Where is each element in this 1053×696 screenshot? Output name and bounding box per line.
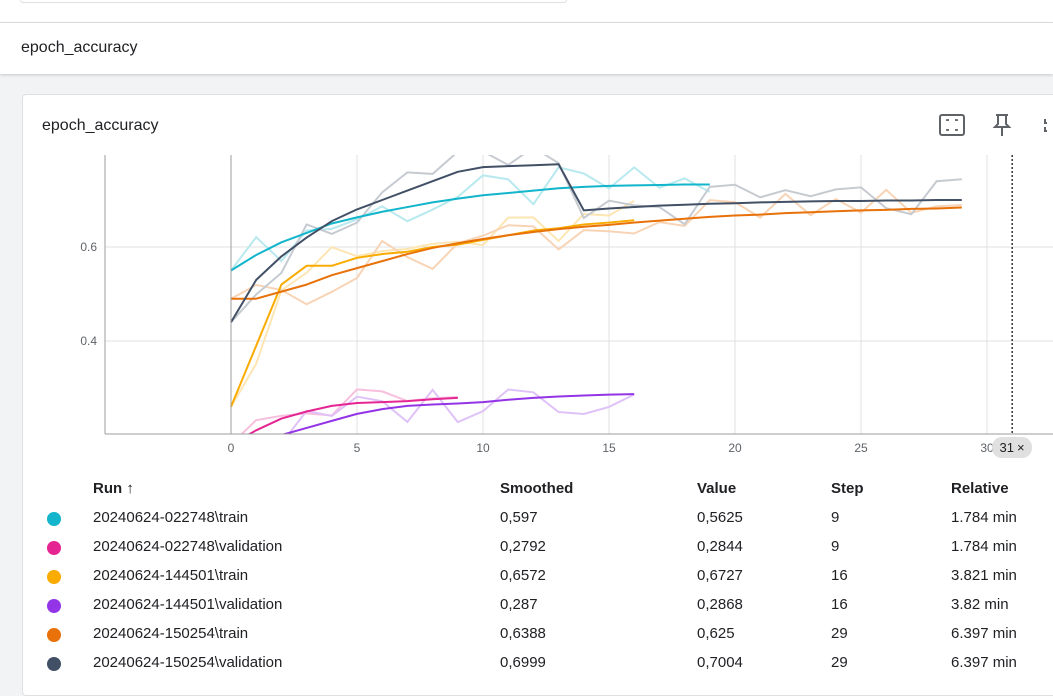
relative-time: 1.784 min [951,509,1017,526]
table-row[interactable]: 20240624-022748\validation 0,2792 0,2844 9 1… [0,532,1053,561]
raw-series-layer [230,155,962,434]
fit-domain-icon[interactable] [937,111,967,139]
raw-value: 0,625 [697,625,735,642]
run-name: 20240624-022748\train [93,509,249,526]
raw-series-line [287,388,635,434]
step-value: 9 [831,538,840,555]
chart-tick-labels: 0 5 10 15 20 25 30 0.4 0.6 [80,240,994,455]
header-run[interactable]: Run ↑ [93,480,134,497]
accuracy-line-chart[interactable]: 0 5 10 15 20 25 30 0.4 0.6 [0,0,1053,470]
relative-time: 3.82 min [951,596,1009,613]
raw-series-line [230,155,962,323]
x-tick-label: 25 [854,441,868,455]
step-value: 29 [831,654,848,671]
x-tick-label: 10 [476,441,490,455]
raw-series-line [230,166,711,272]
run-color-dot[interactable] [47,628,61,642]
smoothed-value: 0,2792 [500,538,546,555]
table-row[interactable]: 20240624-144501\validation 0,287 0,2868 16 3… [0,590,1053,619]
chart-axes [104,155,1053,435]
table-row[interactable]: 20240624-150254\validation 0,6999 0,7004 29… [0,648,1053,677]
run-name: 20240624-144501\train [93,567,249,584]
close-icon[interactable]: × [1016,440,1025,455]
smoothed-value: 0,6572 [500,567,546,584]
step-value: 16 [831,596,848,613]
card-title: epoch_accuracy [42,117,159,134]
table-row[interactable]: 20240624-144501\train 0,6572 0,6727 16 3.821… [0,561,1053,590]
x-tick-label: 20 [728,441,742,455]
raw-series-line [230,200,635,408]
run-color-dot[interactable] [47,657,61,671]
relative-time: 1.784 min [951,538,1017,555]
raw-value: 0,6727 [697,567,743,584]
step-marker-value: 31 [999,440,1014,455]
raw-value: 0,2844 [697,538,743,555]
x-tick-label: 15 [602,441,616,455]
y-tick-label: 0.4 [80,334,97,348]
x-tick-label: 5 [354,441,361,455]
table-row[interactable]: 20240624-022748\train 0,597 0,5625 9 1.784 m… [0,503,1053,532]
smoothed-value: 0,6388 [500,625,546,642]
raw-value: 0,5625 [697,509,743,526]
top-strip [0,0,1053,23]
run-color-dot[interactable] [47,570,61,584]
run-color-dot[interactable] [47,512,61,526]
run-color-dot[interactable] [47,599,61,613]
header-value[interactable]: Value [697,480,737,497]
run-name: 20240624-022748\validation [93,538,283,555]
pin-icon[interactable] [987,111,1017,139]
relative-time: 6.397 min [951,625,1017,642]
group-header[interactable]: epoch_accuracy [0,23,1053,74]
header-step[interactable]: Step [831,480,864,497]
step-value: 9 [831,509,840,526]
step-value: 16 [831,567,848,584]
smoothed-value: 0,6999 [500,654,546,671]
step-marker-chip[interactable]: 31 × [992,437,1032,458]
smoothed-series-line [281,393,635,434]
smoothed-series-line [231,206,962,300]
smoothed-value: 0,287 [500,596,538,613]
table-header: Run ↑ Smoothed Value Step Relative [0,474,1053,503]
group-title: epoch_accuracy [21,39,138,56]
raw-value: 0,2868 [697,596,743,613]
run-name: 20240624-150254\validation [93,654,283,671]
smoothed-series-line [230,183,710,272]
run-color-dot[interactable] [47,541,61,555]
smoothed-series-layer [230,163,962,434]
search-box-edge [20,0,567,3]
x-tick-label: 30 [980,441,994,455]
y-tick-label: 0.6 [80,240,97,254]
raw-value: 0,7004 [697,654,743,671]
relative-time: 6.397 min [951,654,1017,671]
smoothed-series-line [247,396,458,434]
run-name: 20240624-150254\train [93,625,249,642]
more-icon[interactable] [1033,111,1049,139]
smoothed-value: 0,597 [500,509,538,526]
header-smoothed[interactable]: Smoothed [500,480,574,497]
x-tick-label: 0 [228,441,235,455]
table-row[interactable]: 20240624-150254\train 0,6388 0,625 29 6.397 … [0,619,1053,648]
header-relative[interactable]: Relative [951,480,1009,497]
smoothed-series-line [230,163,962,323]
relative-time: 3.821 min [951,567,1017,584]
run-name: 20240624-144501\validation [93,596,283,613]
step-value: 29 [831,625,848,642]
